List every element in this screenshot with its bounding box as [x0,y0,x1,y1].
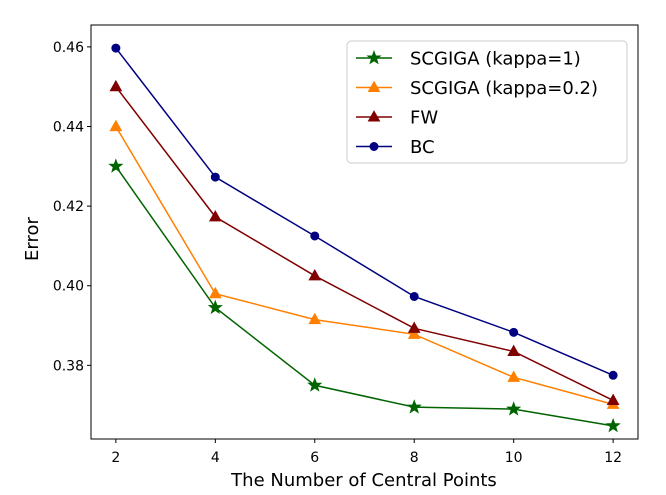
y-tick-label: 0.40 [53,279,84,295]
series-scgiga-kappa-0-2 [109,119,620,409]
series-scgiga-kappa-1 [108,158,621,433]
legend-marker [367,80,381,93]
legend-item-scgiga-kappa-1: SCGIGA (kappa=1) [356,49,581,70]
legend-label: BC [410,137,435,158]
legend-item-bc: BC [356,137,435,158]
y-axis-label: Error [22,216,43,260]
legend-marker [369,142,379,151]
data-point-scgiga-kappa-1 [605,417,621,433]
data-point-fw [109,79,123,92]
data-point-scgiga-kappa-1 [506,401,522,416]
x-axis-label: The Number of Central Points [230,470,497,491]
legend-marker [366,50,382,65]
data-point-bc [111,43,121,53]
data-point-scgiga-kappa-1 [108,158,124,173]
x-tick-label: 8 [410,450,419,466]
series-layer [108,43,621,433]
data-point-fw [308,268,322,281]
series-line-scgiga-kappa-0-2 [115,126,614,406]
x-tick-label: 6 [310,450,319,466]
data-point-scgiga-kappa-1 [406,399,422,414]
x-tick-label: 4 [211,450,220,466]
series-bc [111,43,618,380]
data-point-bc [608,370,618,380]
data-point-fw [407,321,421,333]
series-line-bc [115,47,614,376]
x-axis: 2 4 6 8 10 12 [111,439,622,466]
series-fw [109,79,620,405]
legend-label: SCGIGA (kappa=1) [410,49,581,70]
series-line-scgiga-kappa-1 [115,165,614,427]
data-point-scgiga-kappa-0-2 [208,286,222,299]
y-tick-label: 0.44 [53,120,84,136]
data-point-fw [606,393,620,405]
legend-label: FW [410,108,438,129]
legend-marker [367,110,381,122]
x-tick-label: 12 [604,450,622,466]
data-point-scgiga-kappa-0-2 [507,370,521,382]
y-tick-label: 0.46 [53,40,84,56]
x-tick-label: 10 [505,450,523,466]
legend-item-scgiga-kappa-0-2: SCGIGA (kappa=0.2) [356,78,598,99]
data-point-scgiga-kappa-0-2 [308,312,322,325]
data-point-fw [208,210,222,222]
data-point-scgiga-kappa-1 [207,299,223,315]
legend-frame [346,40,628,164]
y-tick-label: 0.38 [53,358,84,374]
y-tick-label: 0.42 [53,199,84,215]
series-line-fw [115,86,614,402]
data-point-bc [509,327,519,337]
data-point-bc [210,172,220,182]
data-point-fw [507,344,521,356]
legend-label: SCGIGA (kappa=0.2) [410,78,598,99]
y-axis: 0.38 0.40 0.42 0.44 0.46 [53,40,91,374]
data-point-bc [310,231,320,241]
legend-item-fw: FW [356,108,438,129]
data-point-bc [409,291,419,301]
plot-area-frame [90,24,639,440]
x-tick-label: 2 [111,450,120,466]
data-point-scgiga-kappa-0-2 [109,119,123,132]
data-point-scgiga-kappa-0-2 [407,327,421,339]
data-point-scgiga-kappa-1 [307,377,323,392]
legend: SCGIGA (kappa=1) SCGIGA (kappa=0.2) FW BC [346,40,628,164]
